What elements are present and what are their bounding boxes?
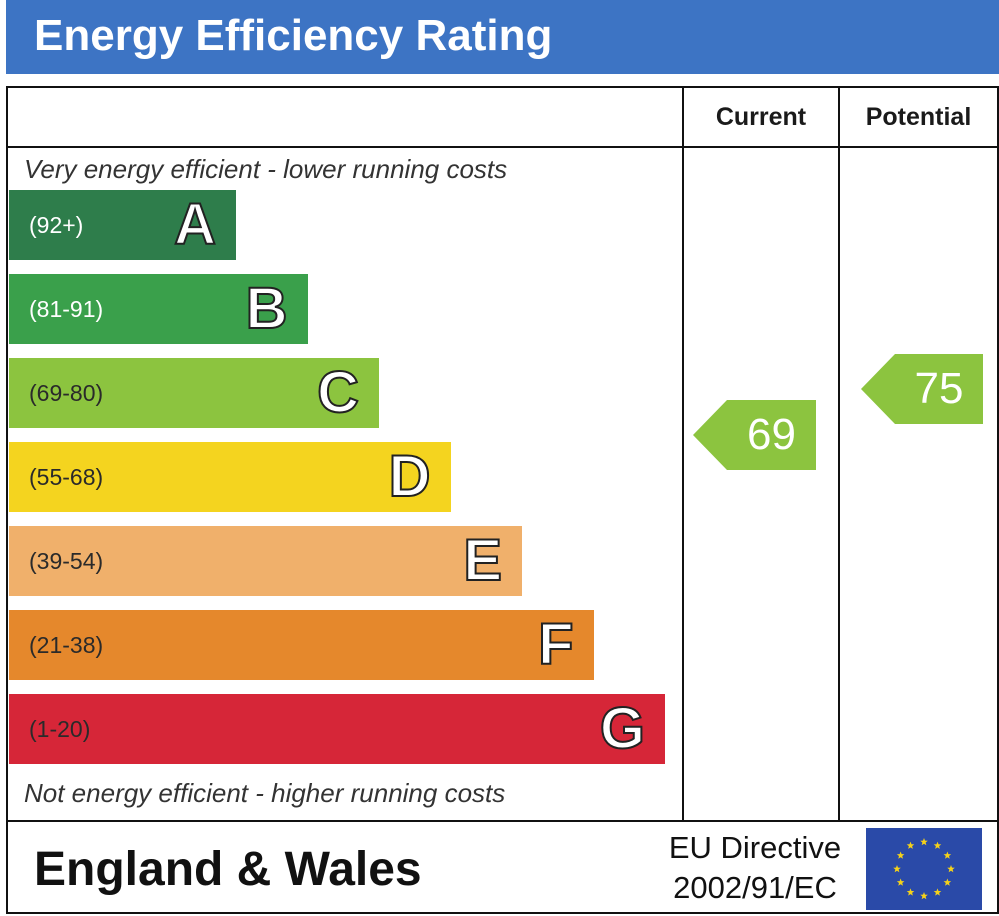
eu-star-icon [896, 851, 905, 859]
eu-star-icon [920, 838, 928, 846]
eu-star-icon [943, 878, 952, 886]
divider-current-left [682, 86, 684, 822]
eu-flag-icon [866, 828, 982, 910]
band-range-label: (81-91) [29, 296, 104, 322]
header-rule [6, 146, 999, 148]
eu-directive: EU Directive 2002/91/EC [650, 828, 860, 908]
column-header-potential: Potential [865, 103, 972, 131]
band-g: (1-20) G [9, 694, 665, 764]
column-header-current: Current [715, 103, 807, 131]
eu-star-icon [943, 851, 952, 859]
directive-line1: EU Directive [668, 830, 842, 865]
chart-title: Energy Efficiency Rating [34, 11, 553, 60]
band-letter: F [537, 611, 574, 678]
chart-frame [6, 86, 999, 914]
band-b: (81-91) B [9, 274, 308, 344]
band-letter: C [316, 359, 360, 426]
region-label: England & Wales [34, 843, 422, 896]
eu-star-icon [906, 841, 915, 849]
band-letter: A [173, 191, 217, 258]
eu-star-icon [893, 865, 901, 873]
eu-star-icon [933, 888, 942, 896]
title-bar: Energy Efficiency Rating [6, 0, 999, 74]
eu-star-icon [933, 841, 942, 849]
rating-value-potential: 75 [914, 364, 964, 413]
band-range-label: (21-38) [29, 632, 104, 658]
divider-potential-left [838, 86, 840, 822]
band-range-label: (92+) [29, 212, 84, 238]
band-e: (39-54) E [9, 526, 522, 596]
band-a: (92+) A [9, 190, 236, 260]
eu-star-icon [947, 865, 955, 873]
band-range-label: (69-80) [29, 380, 104, 406]
eu-star-icon [906, 888, 915, 896]
footer-rule [6, 820, 999, 822]
eu-star-icon [920, 892, 928, 900]
directive-line2: 2002/91/EC [673, 870, 837, 905]
band-letter: D [388, 443, 432, 510]
band-c: (69-80) C [9, 358, 379, 428]
band-d: (55-68) D [9, 442, 451, 512]
note-bottom: Not energy efficient - higher running co… [24, 778, 506, 808]
band-letter: G [599, 695, 646, 762]
band-range-label: (39-54) [29, 548, 104, 574]
band-f: (21-38) F [9, 610, 594, 680]
rating-value-current: 69 [747, 410, 796, 459]
band-letter: B [245, 275, 289, 342]
eu-star-icon [896, 878, 905, 886]
band-letter: E [462, 527, 503, 594]
band-range-label: (55-68) [29, 464, 104, 490]
note-top: Very energy efficient - lower running co… [24, 154, 508, 184]
band-range-label: (1-20) [29, 716, 91, 742]
